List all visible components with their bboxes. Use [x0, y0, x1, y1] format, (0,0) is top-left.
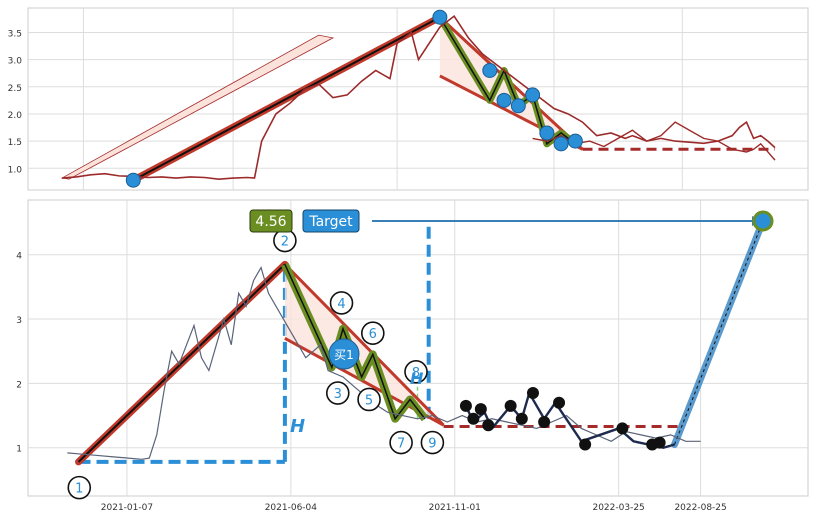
bottom-uptrend-core	[77, 263, 286, 463]
wave-label-circle	[357, 387, 381, 412]
bottom-x-ticks: 2021-01-07 2021-06-04 2021-11-01 2022-03-25…	[101, 503, 727, 513]
top-y-tick-label: 3.5	[8, 29, 22, 39]
bottom-pivot-point	[616, 422, 629, 435]
bottom-pivot-point	[538, 416, 551, 428]
bottom-price-series	[67, 266, 701, 460]
top-y-tick-label: 2.5	[8, 84, 22, 94]
bottom-x-tick-label: 2021-11-01	[429, 503, 481, 513]
wave-label-text: 5	[365, 393, 373, 408]
bottom-zigzag-line	[464, 391, 675, 449]
target-price-box	[249, 209, 293, 233]
top-pivot-point	[539, 125, 555, 141]
wave-label-text: 2	[281, 235, 289, 250]
top-y-tick-label: 2.0	[8, 111, 23, 121]
bottom-down-upper	[283, 263, 445, 427]
wave-label-text: 4	[337, 297, 345, 312]
target-label: Target	[308, 214, 353, 230]
wave-label-text: 1	[75, 482, 83, 497]
top-panel	[27, 7, 809, 191]
bottom-grid	[28, 200, 808, 496]
top-pivot-point	[125, 172, 141, 188]
target-group: 4.56 Target	[249, 209, 774, 233]
target-price-label: 4.56	[255, 214, 286, 230]
bottom-pivot-point	[467, 412, 480, 425]
bottom-panel	[27, 199, 809, 497]
top-pivot-point	[567, 133, 583, 149]
target-box	[302, 209, 360, 233]
bottom-price-line	[67, 266, 701, 460]
bottom-y-tick-label: 4	[16, 252, 22, 262]
buy-circle	[328, 338, 360, 370]
top-pivot-point	[510, 98, 526, 114]
top-uptrend-core	[132, 16, 441, 182]
bottom-y-tick-label: 2	[16, 380, 22, 390]
top-overlay	[60, 13, 775, 184]
wave-label-circle	[389, 430, 413, 455]
bottom-zigzag	[464, 391, 675, 449]
bottom-pivot-point	[459, 399, 472, 412]
wave-label-text: 3	[334, 387, 342, 402]
bottom-pivot-point	[653, 436, 666, 449]
bottom-projection-core	[674, 218, 765, 445]
target-point	[752, 210, 774, 232]
top-wave-core	[439, 16, 576, 146]
top-pivot-point	[553, 136, 569, 152]
top-trend-wedge	[60, 34, 335, 180]
wave-label-circle	[420, 430, 445, 455]
wave-label-text: 9	[428, 437, 436, 452]
bottom-x-tick-label: 2022-08-25	[674, 503, 726, 513]
top-y-tick-label: 1.5	[8, 138, 22, 148]
wave-label-text: 8	[412, 366, 420, 381]
wave-label-text: 6	[369, 327, 377, 342]
wave-label-circle	[360, 321, 385, 346]
h-label: H	[290, 416, 305, 437]
top-pivot-point	[432, 9, 448, 25]
bottom-pivots	[459, 387, 666, 451]
bottom-x-tick-label: 2021-06-04	[265, 503, 318, 513]
wave-label-text: 7	[397, 437, 405, 452]
bottom-pivot-point	[474, 403, 487, 416]
bottom-pivot-point	[579, 438, 592, 451]
wave-label-circle	[67, 475, 92, 500]
top-y-tick-label: 3.0	[8, 57, 23, 67]
buy-label: 买1	[334, 348, 354, 362]
h-label-small: H	[410, 369, 424, 388]
wave-label-circle	[329, 291, 354, 315]
bottom-pivot-point	[526, 387, 539, 400]
bottom-y-tick-label: 3	[16, 316, 22, 326]
top-y-tick-label: 1.0	[8, 165, 23, 175]
bottom-pivot-point	[553, 396, 566, 409]
wave-label-circle	[325, 381, 350, 405]
top-pivot-point	[525, 87, 541, 103]
bottom-pivot-point	[504, 399, 517, 412]
bottom-x-tick-label: 2022-03-25	[592, 503, 644, 513]
bottom-pivot-point	[482, 419, 495, 432]
bottom-y-ticks: 1 2 3 4	[16, 252, 22, 455]
wave-label-circle	[404, 360, 428, 384]
top-y-ticks: 1.0 1.5 2.0 2.5 3.0 3.5	[8, 29, 23, 175]
top-price-line	[61, 14, 776, 180]
bottom-pivot-point	[515, 412, 528, 425]
bottom-wave-labels: 1 2 3 4 5 6 7 8 9	[67, 228, 445, 500]
top-pivots	[125, 9, 583, 188]
bottom-y-tick-label: 1	[16, 445, 22, 455]
top-pivot-point	[482, 62, 498, 78]
bottom-x-tick-label: 2021-01-07	[101, 503, 153, 513]
buy-marker: 买1	[328, 338, 360, 370]
top-pivot-point	[496, 92, 512, 108]
